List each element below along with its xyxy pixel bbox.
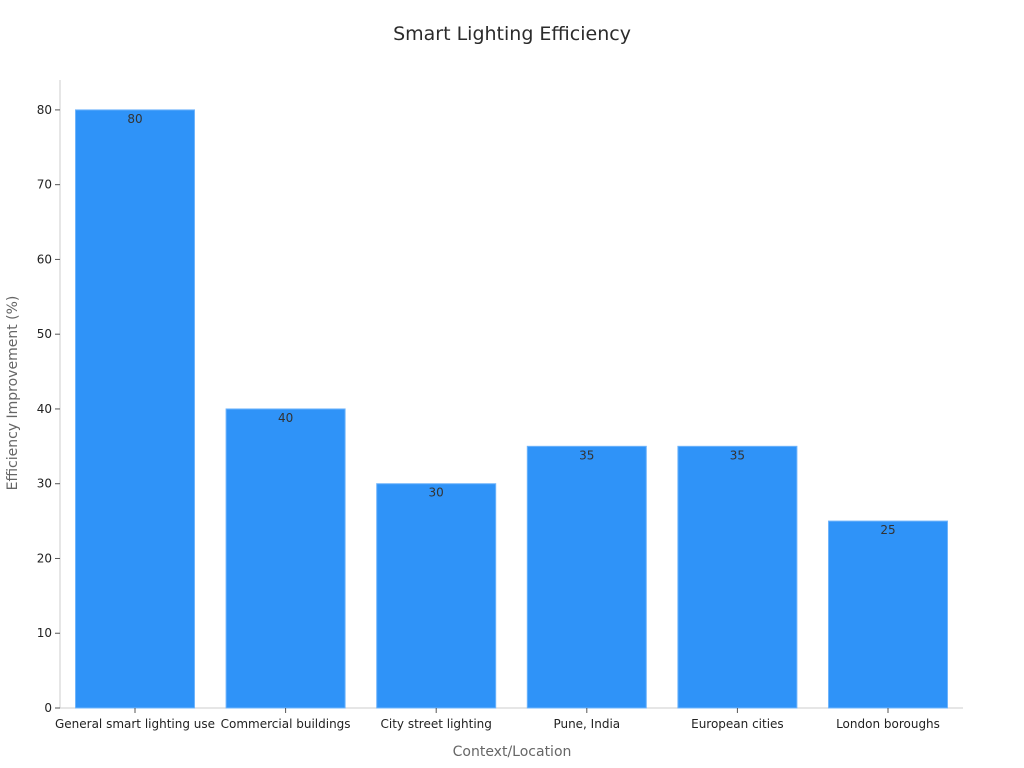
y-tick-label: 20	[37, 551, 52, 565]
chart-title: Smart Lighting Efficiency	[393, 23, 631, 45]
plot-area: 0 10 20 30 40 50 60 70 80 80 General smart lightin…	[37, 80, 963, 731]
bar-value-label: 30	[429, 486, 444, 500]
x-tick-label: Pune, India	[553, 717, 620, 731]
x-tick-label: London boroughs	[836, 717, 940, 731]
x-tick-label: General smart lighting use	[55, 717, 215, 731]
bar	[526, 445, 647, 709]
y-axis-label: Efficiency Improvement (%)	[5, 296, 21, 491]
y-tick-label: 70	[37, 178, 52, 192]
bar	[376, 483, 497, 709]
bar-value-label: 40	[278, 411, 293, 425]
y-tick-label: 80	[37, 103, 52, 117]
bar	[225, 408, 346, 709]
bar-value-label: 35	[579, 448, 594, 462]
bar-value-label: 80	[127, 112, 142, 126]
bar	[677, 445, 798, 709]
bar-value-label: 35	[730, 448, 745, 462]
y-tick-label: 60	[37, 252, 52, 266]
y-tick-label: 10	[37, 626, 52, 640]
x-axis-label: Context/Location	[453, 744, 572, 760]
y-tick-label: 30	[37, 477, 52, 491]
y-tick-label: 40	[37, 402, 52, 416]
y-tick-label: 50	[37, 327, 52, 341]
x-tick-label: European cities	[691, 717, 784, 731]
x-tick-label: Commercial buildings	[221, 717, 351, 731]
y-tick-label: 0	[44, 701, 52, 715]
bar	[75, 109, 195, 709]
x-tick-label: City street lighting	[380, 717, 491, 731]
bar-value-label: 25	[880, 523, 895, 537]
bar	[828, 520, 948, 709]
